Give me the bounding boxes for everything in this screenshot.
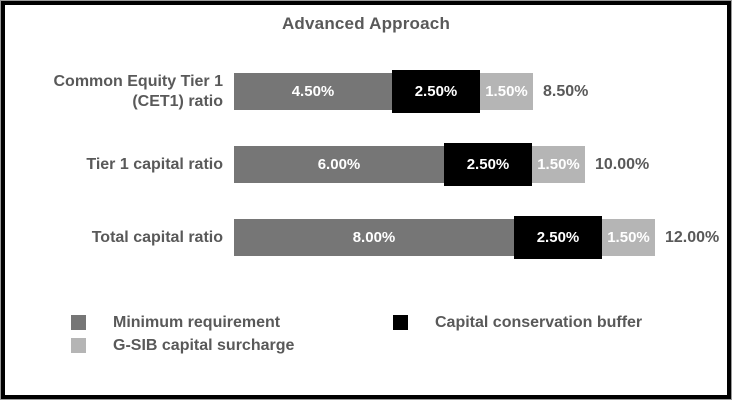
total-label: 10.00% <box>595 155 650 173</box>
bar-track: 6.00% 2.50% 1.50% <box>234 143 585 186</box>
legend-entry-gsib-surcharge: G-SIB capital surcharge <box>71 334 393 357</box>
legend-label: Minimum requirement <box>113 313 281 331</box>
conservation-buffer-swatch <box>393 315 408 330</box>
legend-label: Capital conservation buffer <box>435 313 643 331</box>
total-label: 12.00% <box>665 228 720 246</box>
minimum-requirement-swatch <box>71 315 86 330</box>
bar-track: 8.00% 2.50% 1.50% <box>234 216 655 259</box>
bar-segment: 2.50% <box>444 143 532 186</box>
total-label: 8.50% <box>543 82 589 100</box>
legend-label: G-SIB capital surcharge <box>113 336 295 354</box>
bar-segment: 1.50% <box>480 73 533 110</box>
category-label: Common Equity Tier 1 (CET1) ratio <box>53 72 223 110</box>
legend-entry-conservation-buffer: Capital conservation buffer <box>393 311 642 334</box>
bar-segment: 6.00% <box>234 146 444 183</box>
category-label: Total capital ratio <box>91 228 223 246</box>
bar-segment: 4.50% <box>234 73 392 110</box>
legend-right-column: Capital conservation buffer <box>393 311 642 357</box>
bar-row: Tier 1 capital ratio 6.00% 2.50% 1.50% 10.00… <box>5 143 727 186</box>
bar-row: Common Equity Tier 1 (CET1) ratio 4.50% 2.5… <box>5 70 727 113</box>
bar-segment: 1.50% <box>532 146 585 183</box>
legend: Minimum requirement G-SIB capital surcha… <box>5 311 727 357</box>
bar-segment: 1.50% <box>602 219 655 256</box>
bar-segment: 8.00% <box>234 219 514 256</box>
bar-segment: 2.50% <box>514 216 602 259</box>
bar-rows-container: Common Equity Tier 1 (CET1) ratio 4.50% 2.5… <box>5 70 727 259</box>
bar-segment: 2.50% <box>392 70 480 113</box>
legend-entry-minimum-requirement: Minimum requirement <box>71 311 393 334</box>
legend-left-column: Minimum requirement G-SIB capital surcha… <box>71 311 393 357</box>
gsib-surcharge-swatch <box>71 338 86 353</box>
chart-title: Advanced Approach <box>281 14 451 33</box>
category-label: Tier 1 capital ratio <box>86 155 223 173</box>
bar-row: Total capital ratio 8.00% 2.50% 1.50% 12.00% <box>5 216 727 259</box>
bar-track: 4.50% 2.50% 1.50% <box>234 70 533 113</box>
